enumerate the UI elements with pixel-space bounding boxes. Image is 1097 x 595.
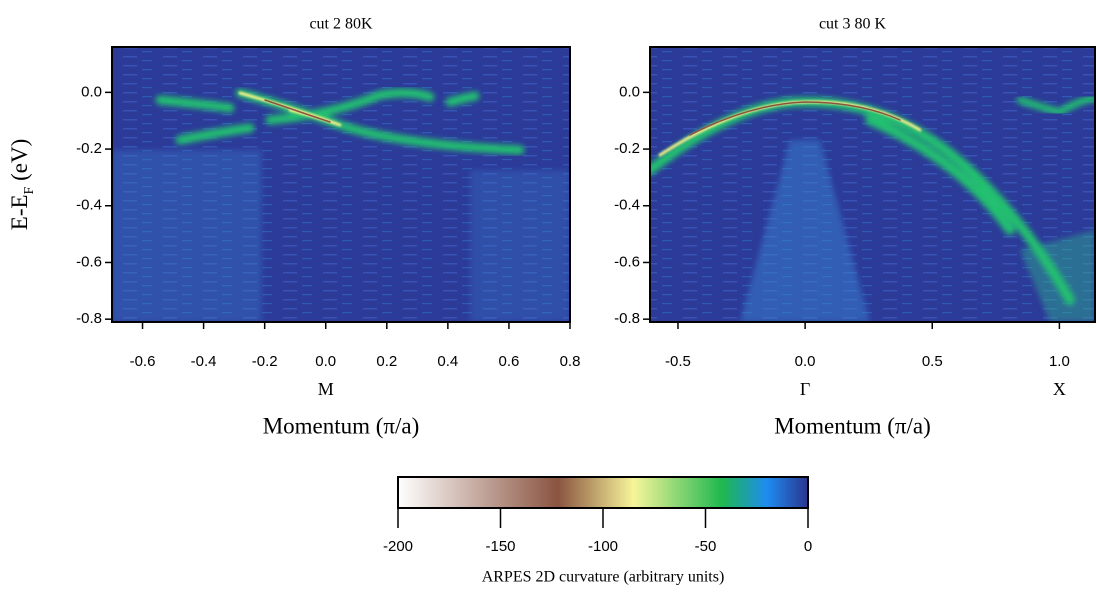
x-tick-label: 0.6	[499, 353, 520, 370]
x-tick-label: 1.0	[1049, 353, 1070, 370]
plot-frame	[111, 46, 571, 323]
x-tick-label: 0.5	[922, 353, 943, 370]
y-tick-label: 0.0	[619, 83, 640, 100]
colorbar-tick-label: -150	[485, 538, 515, 555]
x-tick-label: 0.0	[795, 353, 816, 370]
y-axis-label-part: (eV)	[7, 139, 32, 187]
heatmap-image	[650, 47, 1095, 322]
plot-frame	[649, 46, 1096, 323]
y-axis-label-part: E-E	[7, 194, 32, 230]
symmetry-point-label: X	[1053, 379, 1066, 399]
x-tick-label: 0.8	[560, 353, 581, 370]
y-tick-label: -0.2	[614, 140, 640, 157]
colorbar	[397, 476, 809, 509]
x-tick-label: 0.0	[315, 353, 336, 370]
x-tick-label: -0.4	[191, 353, 217, 370]
symmetry-point-label: Γ	[800, 379, 810, 399]
symmetry-point-label: M	[318, 379, 334, 399]
y-tick-label: -0.6	[614, 253, 640, 270]
colorbar-label: ARPES 2D curvature (arbitrary units)	[482, 569, 725, 586]
colorbar-tick-label: -200	[383, 538, 413, 555]
y-tick-label: -0.4	[614, 197, 640, 214]
y-axis-label: E-EF (eV)	[7, 139, 36, 230]
colorbar-tick-label: 0	[804, 538, 812, 555]
y-axis-label-part: F	[22, 186, 37, 194]
y-tick-label: 0.0	[81, 83, 102, 100]
x-tick-label: 0.2	[376, 353, 397, 370]
x-tick-label: 0.4	[437, 353, 458, 370]
x-axis-label: Momentum (π/a)	[774, 413, 931, 438]
x-axis-label: Momentum (π/a)	[263, 413, 420, 438]
y-tick-label: -0.8	[614, 310, 640, 327]
x-tick-label: -0.5	[665, 353, 691, 370]
x-tick-label: -0.2	[252, 353, 278, 370]
colorbar-tick-label: -50	[695, 538, 717, 555]
x-tick-label: -0.6	[130, 353, 156, 370]
heatmap-image	[112, 47, 570, 322]
y-tick-label: -0.8	[76, 310, 102, 327]
panel-title: cut 3 80 K	[819, 16, 887, 33]
y-tick-label: -0.4	[76, 197, 102, 214]
y-tick-label: -0.6	[76, 253, 102, 270]
y-tick-label: -0.2	[76, 140, 102, 157]
panel-title: cut 2 80K	[309, 16, 373, 33]
colorbar-tick-label: -100	[588, 538, 618, 555]
